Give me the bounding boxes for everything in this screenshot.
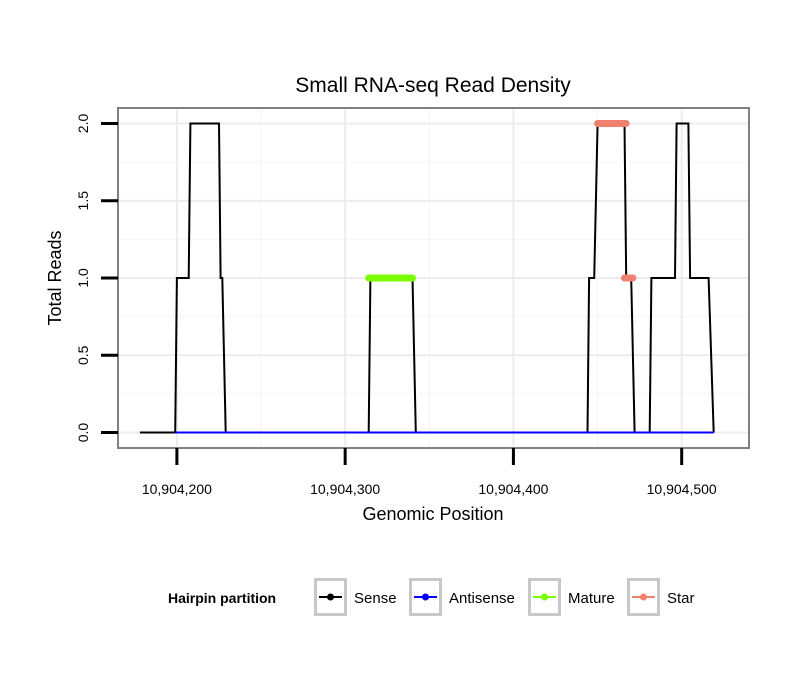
y-tick-label: 0.0	[75, 423, 91, 443]
legend-item-mature: Mature	[528, 578, 615, 616]
y-tick-label: 2.0	[75, 114, 91, 134]
legend-item-sense: Sense	[314, 578, 397, 616]
series-sense-line	[139, 122, 715, 434]
legend-key-point	[422, 593, 429, 601]
y-tick-label: 0.5	[75, 345, 91, 365]
y-tick-label: 1.0	[75, 268, 91, 288]
x-tick-label: 10,904,500	[647, 481, 717, 497]
x-axis-label: Genomic Position	[362, 504, 503, 524]
y-axis: 0.0 0.5 1.0 1.5 2.0	[75, 114, 118, 443]
legend-item-star: Star	[627, 578, 695, 616]
legend-item-label: Star	[667, 590, 695, 607]
x-axis: 10,904,200 10,904,300 10,904,400 10,904,500	[142, 448, 717, 497]
legend-title: Hairpin partition	[168, 590, 276, 606]
x-tick-label: 10,904,400	[478, 481, 548, 497]
legend-key-point	[541, 593, 548, 601]
legend-item-label: Antisense	[449, 590, 515, 607]
legend-key-point	[327, 593, 334, 601]
legend-item-label: Sense	[354, 590, 397, 607]
legend-key-point	[640, 593, 647, 601]
chart-title: Small RNA-seq Read Density	[295, 74, 571, 97]
y-axis-label: Total Reads	[45, 230, 65, 325]
x-tick-label: 10,904,200	[142, 481, 212, 497]
legend-item-label: Mature	[568, 590, 615, 607]
plot-panel	[117, 107, 750, 449]
y-tick-label: 1.5	[75, 191, 91, 211]
legend-item-antisense: Antisense	[409, 578, 515, 616]
x-tick-label: 10,904,300	[310, 481, 380, 497]
legend: Hairpin partition Sense Antisense Mature St…	[168, 578, 695, 616]
